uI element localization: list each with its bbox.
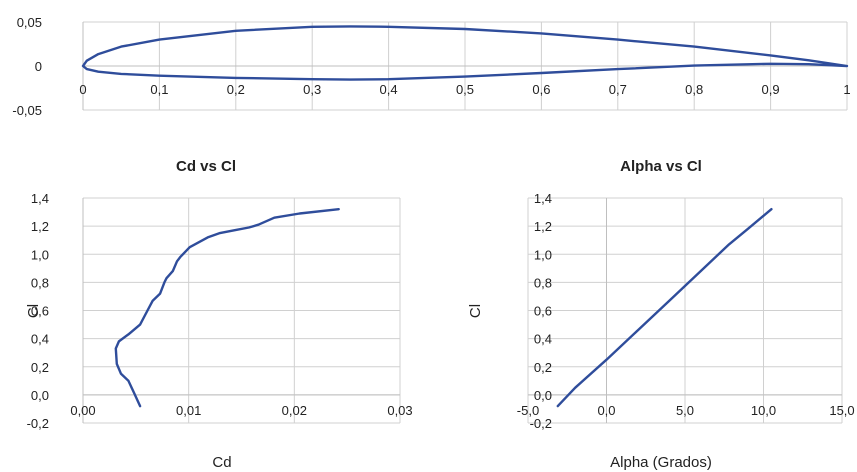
y-tick-label: 0,8	[31, 275, 49, 290]
x-tick-label: 0,2	[227, 82, 245, 97]
x-tick-label: 0,8	[685, 82, 703, 97]
gridlines	[527, 197, 843, 424]
x-axis-label: Alpha (Grados)	[610, 454, 712, 471]
y-axis-label: Cl	[25, 304, 42, 318]
y-tick-label: 0,0	[534, 388, 552, 403]
y-tick-label: 0,6	[31, 304, 49, 319]
x-tick-label: 5,0	[676, 403, 694, 418]
x-tick-label: 0,6	[532, 82, 550, 97]
y-tick-label: 0,6	[534, 304, 552, 319]
series-line	[81, 25, 849, 81]
y-tick-label: 0,05	[17, 15, 42, 30]
x-tick-label: 0,00	[70, 403, 95, 418]
x-tick-label: 0,01	[176, 403, 201, 418]
x-tick-label: 0,7	[609, 82, 627, 97]
y-tick-label: 1,2	[534, 219, 552, 234]
y-tick-label: 0,8	[534, 275, 552, 290]
series-line	[556, 207, 773, 408]
gridlines	[82, 197, 401, 424]
x-axis-label: Cd	[212, 454, 231, 471]
y-tick-label: 0,4	[534, 332, 552, 347]
chart-title: Cd vs Cl	[176, 158, 236, 175]
y-tick-label: 0,2	[31, 360, 49, 375]
x-tick-label: 0,9	[762, 82, 780, 97]
x-tick-label: 1	[843, 82, 850, 97]
y-tick-label: 1,0	[31, 247, 49, 262]
y-tick-label: 1,0	[534, 247, 552, 262]
x-tick-label: 0,3	[303, 82, 321, 97]
x-tick-label: 0,02	[282, 403, 307, 418]
cd-vs-cl-chart: Cd vs Cl Cd Cl 0,00 0,01 0,02 0,03 1,4 1,2 1,0…	[25, 158, 413, 471]
series-line	[114, 207, 340, 408]
y-tick-label: 1,2	[31, 219, 49, 234]
x-tick-label: 0,4	[380, 82, 398, 97]
x-tick-label: 10,0	[751, 403, 776, 418]
y-tick-label: 1,4	[534, 191, 552, 206]
y-tick-label: 0,2	[534, 360, 552, 375]
y-tick-label: 0,4	[31, 332, 49, 347]
y-tick-label: -0,2	[27, 416, 49, 431]
airfoil-profile-chart: 0 0,1 0,2 0,3 0,4 0,5 0,6 0,7 0,8 0,9 1 0,05 0 -0,05	[12, 15, 850, 118]
y-tick-label: -0,2	[530, 416, 552, 431]
y-axis-label: Cl	[467, 304, 484, 318]
y-tick-label: -0,05	[12, 103, 42, 118]
y-tick-label: 0	[35, 59, 42, 74]
x-tick-label: 0,03	[387, 403, 412, 418]
x-tick-label: 0,5	[456, 82, 474, 97]
x-tick-label: 15,0	[829, 403, 854, 418]
chart-title: Alpha vs Cl	[620, 158, 702, 175]
x-tick-label: 0,0	[597, 403, 615, 418]
y-tick-label: 0,0	[31, 388, 49, 403]
x-tick-label: 0	[79, 82, 86, 97]
x-tick-label: 0,1	[150, 82, 168, 97]
alpha-vs-cl-chart: Alpha vs Cl Alpha (Grados) Cl -5,0 0,0 5,0…	[467, 158, 855, 471]
y-tick-label: 1,4	[31, 191, 49, 206]
x-tick-label: -5,0	[517, 403, 539, 418]
